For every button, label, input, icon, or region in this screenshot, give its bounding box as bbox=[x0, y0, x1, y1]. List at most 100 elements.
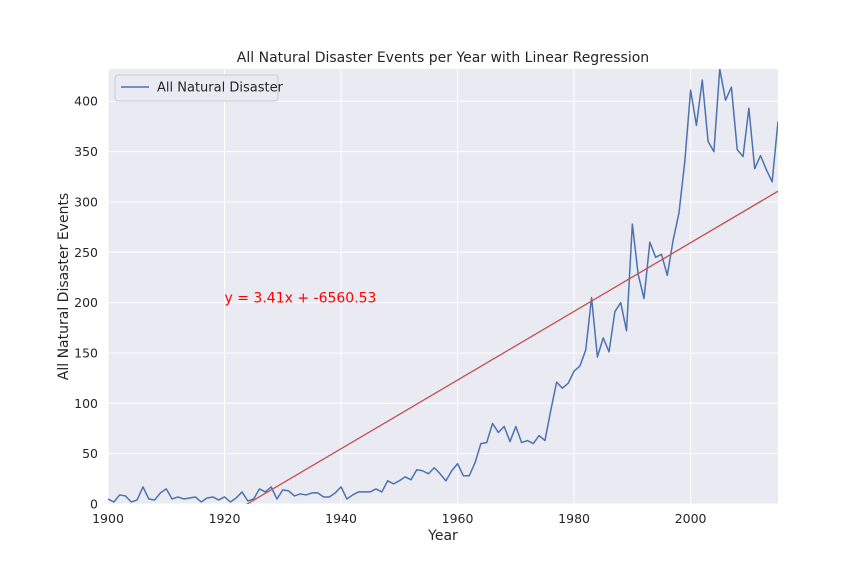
data-point bbox=[241, 491, 243, 493]
data-point bbox=[649, 241, 651, 243]
data-point bbox=[358, 491, 360, 493]
data-point bbox=[375, 488, 377, 490]
data-point bbox=[165, 488, 167, 490]
data-point bbox=[189, 497, 191, 499]
x-axis-label: Year bbox=[427, 528, 458, 544]
data-point bbox=[462, 475, 464, 477]
data-point bbox=[177, 496, 179, 498]
data-point bbox=[585, 349, 587, 351]
data-point bbox=[340, 486, 342, 488]
x-tick-label: 1920 bbox=[209, 511, 241, 526]
data-point bbox=[556, 381, 558, 383]
data-point bbox=[299, 493, 301, 495]
data-point bbox=[124, 495, 126, 497]
x-tick-label: 2000 bbox=[675, 511, 707, 526]
data-point bbox=[439, 473, 441, 475]
data-point bbox=[515, 425, 517, 427]
data-point bbox=[253, 498, 255, 500]
data-point bbox=[282, 489, 284, 491]
data-point bbox=[433, 467, 435, 469]
data-point bbox=[526, 440, 528, 442]
x-tick-labels: 1900 1920 1940 1960 1980 2000 bbox=[92, 511, 706, 526]
data-point bbox=[690, 89, 692, 91]
data-point bbox=[538, 435, 540, 437]
data-point bbox=[398, 480, 400, 482]
data-point bbox=[270, 486, 272, 488]
data-point bbox=[631, 223, 633, 225]
data-point bbox=[427, 473, 429, 475]
data-point bbox=[474, 462, 476, 464]
data-point bbox=[544, 440, 546, 442]
data-point bbox=[183, 498, 185, 500]
data-point bbox=[550, 409, 552, 411]
data-point bbox=[107, 498, 109, 500]
data-point bbox=[672, 239, 674, 241]
data-point bbox=[719, 68, 721, 70]
y-tick-label: 100 bbox=[74, 396, 98, 411]
data-point bbox=[206, 497, 208, 499]
data-point bbox=[521, 442, 523, 444]
chart-title: All Natural Disaster Events per Year wit… bbox=[237, 50, 649, 66]
data-point bbox=[130, 501, 132, 503]
data-point bbox=[742, 156, 744, 158]
data-point bbox=[695, 124, 697, 126]
data-point bbox=[655, 256, 657, 258]
data-point bbox=[713, 151, 715, 153]
data-point bbox=[392, 483, 394, 485]
data-point bbox=[369, 491, 371, 493]
regression-line bbox=[246, 190, 778, 504]
data-point bbox=[765, 169, 767, 171]
data-point bbox=[235, 497, 237, 499]
data-point bbox=[480, 443, 482, 445]
data-point bbox=[451, 470, 453, 472]
data-point bbox=[666, 274, 668, 276]
data-point bbox=[410, 479, 412, 481]
legend-label-all-natural-disaster: All Natural Disaster bbox=[157, 81, 284, 96]
data-point bbox=[754, 168, 756, 170]
y-tick-label: 200 bbox=[74, 295, 98, 310]
y-tick-label: 300 bbox=[74, 194, 98, 209]
data-point bbox=[113, 501, 115, 503]
legend-box bbox=[114, 74, 279, 102]
data-point bbox=[771, 181, 773, 183]
data-point bbox=[678, 212, 680, 214]
data-point bbox=[119, 494, 121, 496]
data-point bbox=[218, 499, 220, 501]
data-point bbox=[637, 273, 639, 275]
data-point bbox=[620, 302, 622, 304]
data-point bbox=[404, 476, 406, 478]
data-point bbox=[422, 470, 424, 472]
data-point bbox=[608, 351, 610, 353]
data-point bbox=[136, 499, 138, 501]
data-point bbox=[532, 443, 534, 445]
data-point bbox=[707, 141, 709, 143]
data-point bbox=[346, 498, 348, 500]
data-point bbox=[148, 498, 150, 500]
data-point bbox=[264, 491, 266, 493]
data-point bbox=[760, 155, 762, 157]
data-point bbox=[777, 120, 779, 122]
data-point bbox=[497, 432, 499, 434]
y-tick-label: 0 bbox=[90, 497, 98, 512]
x-tick-label: 1940 bbox=[325, 511, 357, 526]
data-point bbox=[334, 492, 336, 494]
y-axis-label: All Natural Disaster Events bbox=[56, 193, 72, 380]
data-point bbox=[573, 370, 575, 372]
data-point bbox=[579, 365, 581, 367]
data-point bbox=[328, 496, 330, 498]
data-point bbox=[591, 297, 593, 299]
data-point bbox=[468, 475, 470, 477]
data-point bbox=[363, 491, 365, 493]
data-point bbox=[445, 480, 447, 482]
y-tick-label: 350 bbox=[74, 144, 98, 159]
data-point bbox=[736, 149, 738, 151]
data-point bbox=[293, 495, 295, 497]
data-point bbox=[660, 253, 662, 255]
data-point bbox=[457, 463, 459, 465]
y-tick-label: 150 bbox=[74, 345, 98, 360]
x-tick-label: 1980 bbox=[558, 511, 590, 526]
regression-equation-label: y = 3.41x + -6560.53 bbox=[225, 291, 377, 307]
data-point bbox=[561, 387, 563, 389]
data-point bbox=[701, 79, 703, 81]
data-point bbox=[730, 86, 732, 88]
